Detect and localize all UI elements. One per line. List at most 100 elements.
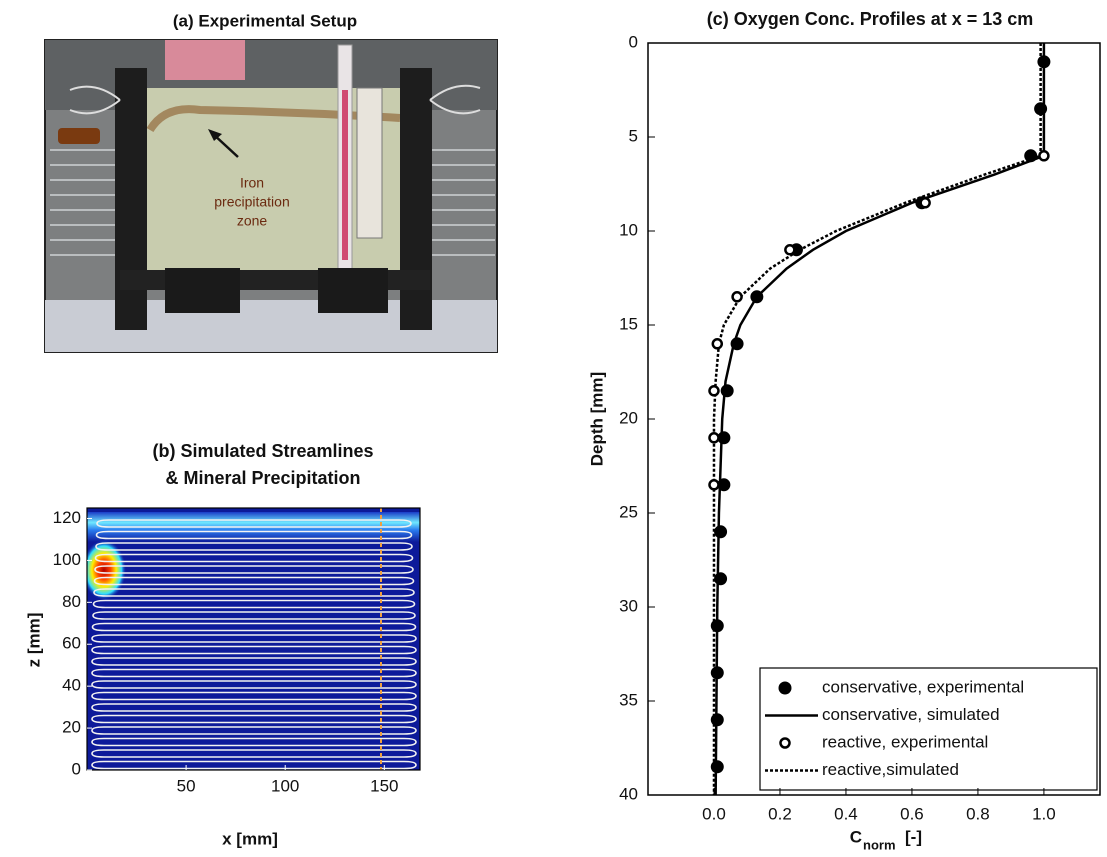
- streamline: [91, 668, 417, 678]
- photo-object: [165, 40, 245, 80]
- y-tick-label: 100: [53, 550, 81, 569]
- legend-label: reactive,simulated: [822, 760, 959, 779]
- clip: [318, 268, 388, 313]
- binder-clip-wire: [429, 84, 481, 115]
- legend-label: conservative, simulated: [822, 705, 1000, 724]
- filled-marker: [714, 525, 728, 539]
- filled-marker: [778, 681, 792, 695]
- panel-b-title: (b) Simulated Streamlines: [152, 441, 373, 461]
- y-tick-label: 0: [629, 32, 638, 51]
- y-axis-label: Depth [mm]: [587, 372, 606, 466]
- filled-marker: [720, 384, 734, 398]
- clamp-bar: [115, 68, 147, 330]
- streamlines: [91, 519, 417, 770]
- y-tick-label: 30: [619, 596, 638, 615]
- arrow-head: [208, 129, 222, 141]
- y-tick-label: 35: [619, 690, 638, 709]
- open-marker: [711, 338, 724, 350]
- streamline: [92, 599, 416, 609]
- streamline: [91, 703, 417, 712]
- streamline: [94, 565, 414, 574]
- filled-marker: [710, 619, 724, 633]
- panel-c-title: (c) Oxygen Conc. Profiles at x = 13 cm: [707, 9, 1034, 29]
- streamline: [91, 645, 417, 655]
- streamline: [91, 691, 417, 701]
- ruler: [356, 87, 383, 239]
- open-marker: [731, 291, 743, 303]
- x-tick-label: 0.2: [768, 804, 792, 823]
- open-marker: [708, 385, 720, 397]
- open-marker: [1038, 150, 1050, 162]
- panel-b-title: & Mineral Precipitation: [165, 468, 360, 488]
- streamline: [95, 542, 413, 551]
- open-marker: [784, 244, 796, 256]
- filled-marker: [710, 666, 724, 680]
- legend-label: conservative, experimental: [822, 677, 1024, 696]
- y-tick-label: 20: [619, 408, 638, 427]
- open-marker: [708, 432, 720, 444]
- y-tick-label: 40: [62, 676, 81, 695]
- plot-frame: [86, 507, 421, 771]
- x-tick-label: 100: [271, 776, 299, 795]
- y-tick-label: 60: [62, 634, 81, 653]
- y-axis-label: z [mm]: [24, 613, 43, 668]
- y-tick-label: 25: [619, 502, 638, 521]
- clamp-bar: [400, 68, 432, 330]
- x-axis-label: C: [850, 827, 862, 846]
- y-tick-label: 20: [62, 718, 81, 737]
- legend-label: reactive, experimental: [822, 732, 988, 751]
- x-axis-label-unit: [-]: [905, 827, 922, 846]
- y-tick-label: 80: [62, 592, 81, 611]
- streamline: [94, 553, 414, 563]
- streamline: [93, 588, 415, 597]
- streamline: [95, 530, 413, 540]
- filled-marker: [730, 337, 744, 351]
- filled-marker: [750, 290, 764, 304]
- streamline: [91, 714, 417, 724]
- vial: [58, 128, 100, 144]
- streamline: [91, 634, 417, 643]
- heatmap-background: [87, 508, 420, 770]
- filled-marker: [1037, 55, 1051, 69]
- x-tick-label: 0.4: [834, 804, 858, 823]
- annotation: zone: [237, 213, 268, 229]
- annotation: precipitation: [214, 194, 290, 210]
- x-tick-label: 150: [370, 776, 398, 795]
- x-axis-label: x [mm]: [222, 829, 278, 848]
- panel-a-title: (a) Experimental Setup: [173, 11, 357, 30]
- streamline: [91, 760, 417, 770]
- y-tick-label: 120: [53, 508, 81, 527]
- binder-clip-wire: [69, 85, 121, 115]
- heatmap-panel: (b) Simulated Streamlines & Mineral Prec…: [24, 441, 421, 848]
- streamline: [91, 622, 417, 632]
- filled-marker: [714, 572, 728, 586]
- y-tick-label: 10: [619, 220, 638, 239]
- streamline: [93, 576, 415, 586]
- streamline: [91, 726, 417, 735]
- open-marker: [919, 197, 931, 209]
- streamline: [91, 657, 417, 666]
- profile-panel: (c) Oxygen Conc. Profiles at x = 13 cm D…: [587, 9, 1101, 852]
- legend: conservative, experimental conservative, …: [759, 667, 1098, 791]
- open-marker: [708, 479, 720, 491]
- x-tick-label: 1.0: [1032, 804, 1056, 823]
- y-tick-label: 5: [629, 126, 638, 145]
- streamline: [91, 680, 417, 689]
- photo-panel: (a) Experimental Setup Iron precipitatio…: [44, 11, 498, 353]
- open-marker: [779, 737, 791, 749]
- precipitation-band: [146, 105, 401, 133]
- filled-marker: [1024, 149, 1038, 163]
- annotation: Iron: [240, 175, 264, 191]
- filled-marker: [710, 760, 724, 774]
- y-tick-label: 40: [619, 784, 638, 803]
- streamline: [91, 749, 417, 758]
- y-tick-label: 0: [72, 759, 81, 778]
- clip: [165, 268, 240, 313]
- streamline: [96, 519, 412, 528]
- streamline: [91, 737, 417, 747]
- precipitation-hotspot: [87, 540, 126, 600]
- x-tick-label: 50: [177, 776, 196, 795]
- x-axis-label-subscript: norm: [863, 837, 896, 852]
- heatmap-field: [87, 508, 420, 770]
